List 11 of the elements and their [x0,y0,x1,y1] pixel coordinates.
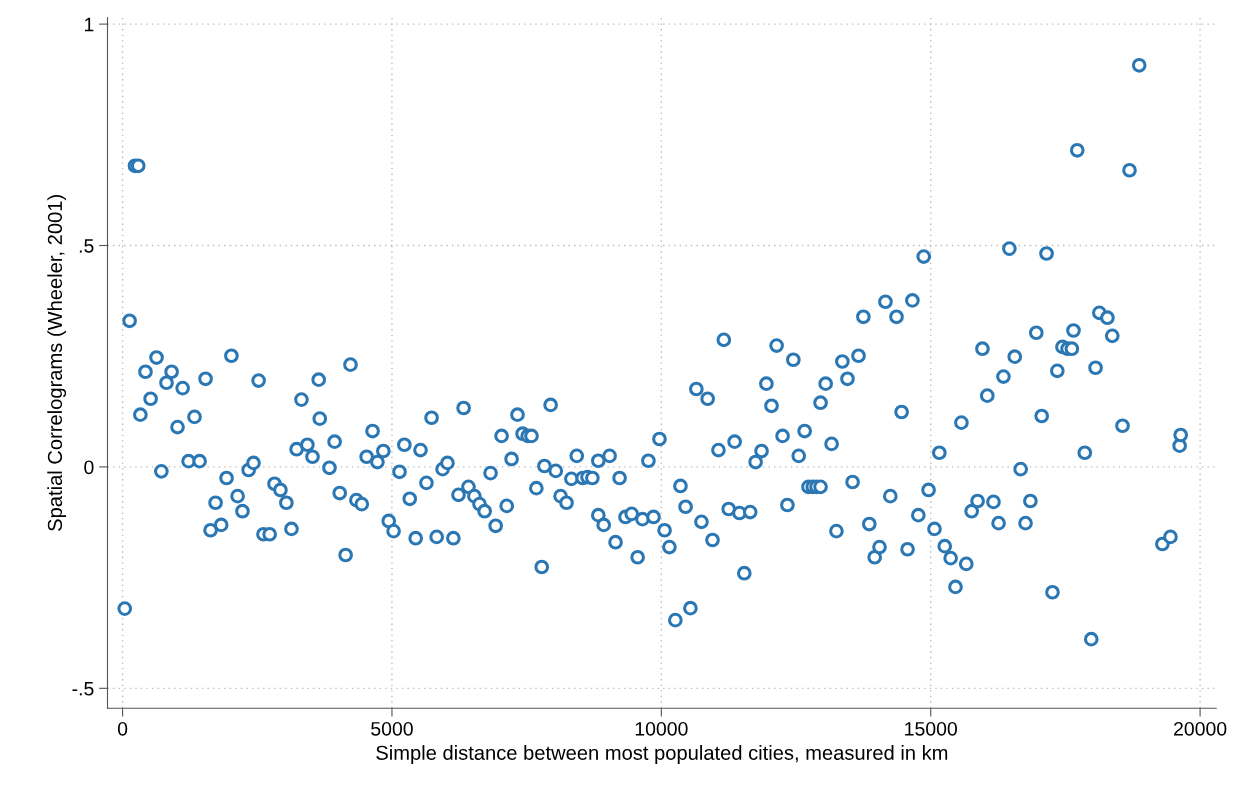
y-axis-title: Spatial Correlograms (Wheeler, 2001) [47,195,67,531]
x-axis-title: Simple distance between most populated cities, measured in km [376,745,948,764]
y-tick-label: 1 [84,17,94,32]
x-tick-label: 0 [117,721,128,736]
y-tick-label: 0 [84,460,94,475]
x-tick-label: 15000 [905,721,957,736]
x-tick-label: 20000 [1174,721,1227,736]
x-tick-label: 5000 [371,721,413,736]
x-tick-label: 10000 [635,721,688,736]
y-tick-label: .5 [79,239,94,253]
y-tick-label: -.5 [72,681,94,696]
